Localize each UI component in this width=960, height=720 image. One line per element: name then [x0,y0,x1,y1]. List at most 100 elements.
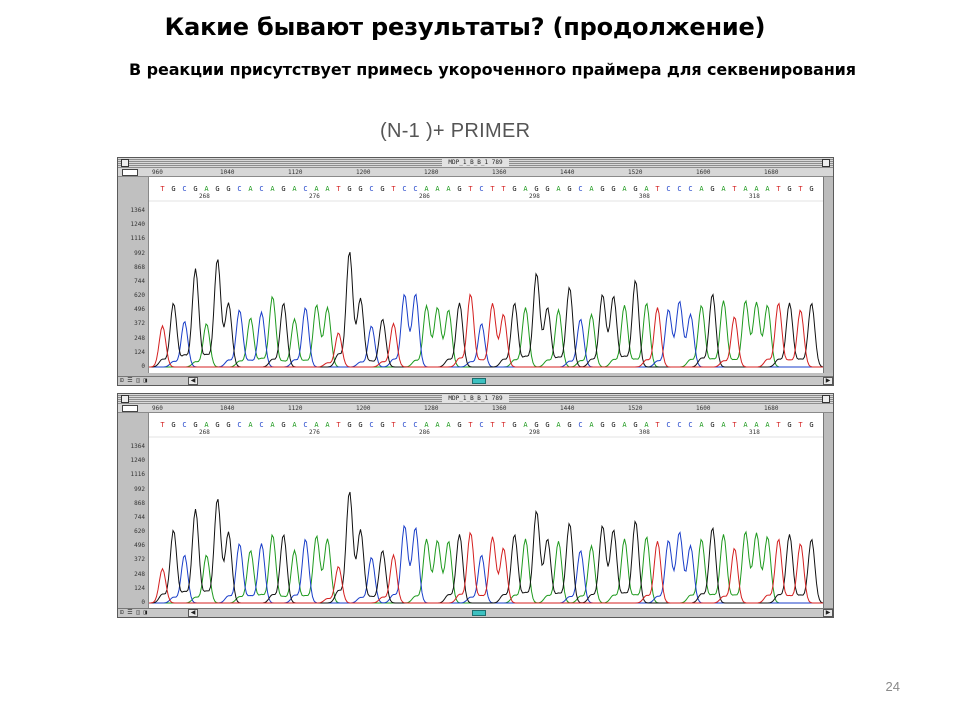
base-call-label: A [435,185,440,193]
close-box-icon[interactable] [121,159,129,167]
window-titlebar[interactable]: MDP_1_B_B_1 789 [118,394,833,404]
base-call-label: A [523,185,528,193]
base-call-label: C [578,421,582,429]
ruler-tick-label: 1680 [764,405,779,412]
base-call-label: A [589,421,594,429]
base-call-label: T [391,185,396,193]
view-toggle-button[interactable] [122,405,138,412]
base-call-label: G [534,185,538,193]
ruler-tick-label: 1600 [696,169,711,176]
base-call-label: A [622,421,627,429]
base-call-label: A [325,185,330,193]
base-call-label: T [732,421,737,429]
base-call-label: A [743,421,748,429]
y-tick-label: 1116 [130,235,145,243]
base-call-label: C [666,421,670,429]
y-tick-label: 496 [134,306,145,314]
base-call-label: G [787,185,791,193]
base-call-label: A [446,421,451,429]
tool-icons[interactable]: ⊡ ☰ ◫ ◨ [120,609,148,616]
base-call-label: C [402,185,406,193]
base-call-label: G [512,421,516,429]
base-call-label: A [270,421,275,429]
scroll-left-arrow-icon[interactable]: ◀ [188,609,198,617]
base-call-label: G [567,185,571,193]
base-call-label: C [479,421,483,429]
scroll-right-arrow-icon[interactable]: ▶ [823,609,833,617]
ruler-tick-label: 1280 [424,169,439,176]
base-position-label: 298 [529,429,540,436]
y-tick-label: 0 [141,363,145,370]
tool-icons[interactable]: ⊡ ☰ ◫ ◨ [120,377,148,384]
ruler-tick-label: 1440 [560,169,575,176]
base-call-label: A [622,185,627,193]
view-toggle-button[interactable] [122,169,138,176]
zoom-box-icon[interactable] [822,395,830,403]
trace-A [149,295,824,368]
chromatogram-window-top: MDP_1_B_B_1 789 960 1040 1120 1200 1280 1360 1… [117,157,834,386]
base-call-label: G [710,185,714,193]
y-tick-label: 1364 [130,443,145,450]
y-tick-label: 1364 [130,207,145,214]
base-call-label: T [336,421,341,429]
horizontal-scrollbar[interactable]: ⊡ ☰ ◫ ◨ ◀ ▶ [118,376,833,385]
base-call-label: G [215,185,219,193]
base-call-label: C [182,421,186,429]
base-call-label: G [611,421,615,429]
trace-T [149,293,824,368]
base-position-label: 308 [639,429,650,436]
base-call-label: A [699,421,704,429]
scroll-right-arrow-icon[interactable]: ▶ [823,377,833,385]
base-call-label: A [446,185,451,193]
trace-T [149,531,824,604]
base-call-label: T [336,185,341,193]
y-tick-label: 620 [134,528,145,536]
base-call-label: G [281,421,285,429]
base-call-label: C [182,185,186,193]
y-tick-label: 868 [134,263,145,271]
base-call-label: G [226,185,230,193]
ruler-tick-label: 1040 [220,405,235,412]
y-tick-label: 124 [134,348,145,356]
zoom-box-icon[interactable] [822,159,830,167]
scroll-left-arrow-icon[interactable]: ◀ [188,377,198,385]
base-call-label: T [391,421,396,429]
scroll-thumb[interactable] [472,378,486,384]
base-call-label: T [776,185,781,193]
close-box-icon[interactable] [121,395,129,403]
base-call-label: C [303,185,307,193]
base-call-label: G [710,421,714,429]
base-call-label: A [424,185,429,193]
ruler-tick-label: 1200 [356,405,371,412]
base-call-label: A [754,421,759,429]
ruler-tick-label: 1120 [288,405,303,412]
base-call-label: A [523,421,528,429]
base-call-label: C [677,421,681,429]
base-call-label: T [655,185,660,193]
y-axis: 1364 1240 1116 992 868 744 620 496 372 248 124 0 [120,177,148,373]
base-position-label: 268 [199,193,210,200]
base-position-label: 318 [749,429,760,436]
vertical-scrollbar[interactable] [823,177,833,373]
window-titlebar[interactable]: MDP_1_B_B_1 789 [118,158,833,168]
base-position-label: 318 [749,193,760,200]
base-call-label: A [435,421,440,429]
base-call-label: T [655,421,660,429]
base-call-label: G [545,421,549,429]
slide-title: Какие бывают результаты? (продолжение) [164,13,766,41]
ruler-tick-label: 960 [152,405,163,412]
base-call-label: A [556,421,561,429]
base-call-label: A [699,185,704,193]
y-tick-label: 248 [134,570,145,578]
vertical-scrollbar[interactable] [823,413,833,609]
trace-A [149,530,824,604]
y-tick-label: 0 [141,599,145,606]
base-position-label: 286 [419,193,430,200]
scroll-thumb[interactable] [472,610,486,616]
horizontal-scrollbar[interactable]: ⊡ ☰ ◫ ◨ ◀ ▶ [118,608,833,617]
base-call-label: G [534,421,538,429]
